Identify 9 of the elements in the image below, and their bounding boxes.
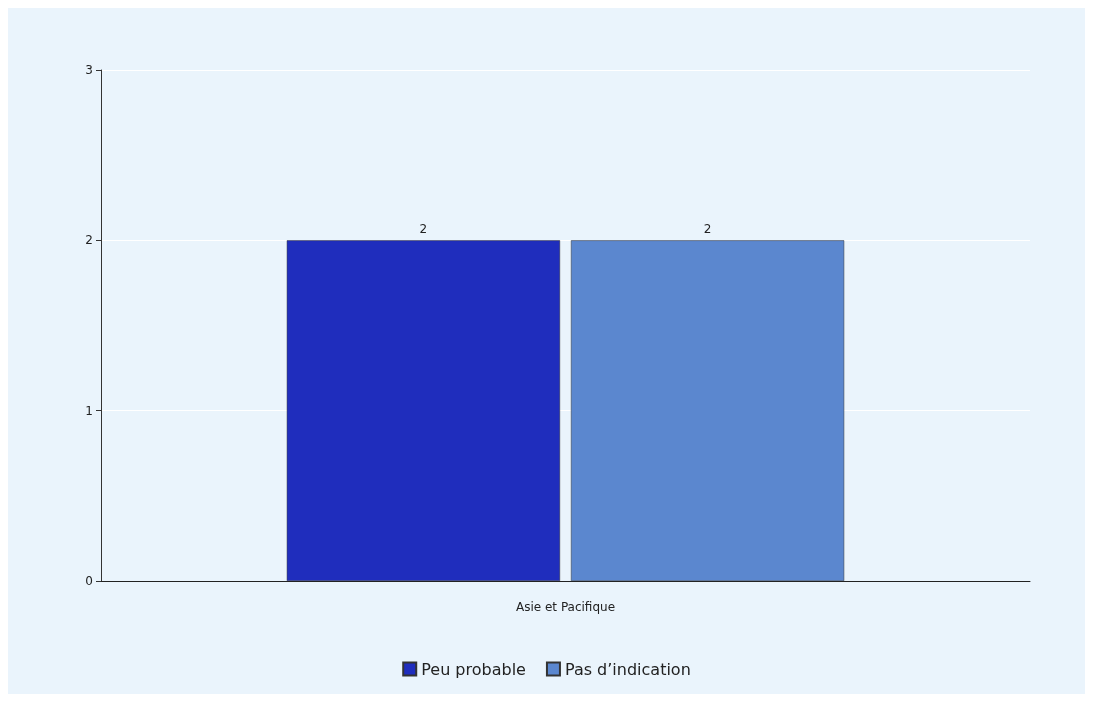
data-label: 2 (703, 222, 712, 237)
legend-label: Peu probable (421, 659, 526, 679)
y-tick-label: 1 (85, 403, 93, 418)
y-tick-label: 3 (85, 63, 93, 77)
x-tick-label: Asie et Pacifique (515, 600, 616, 614)
legend-label: Pas d’indication (564, 659, 691, 679)
data-label: 2 (419, 222, 428, 237)
y-tick-label: 2 (85, 233, 93, 248)
y-tick-label: 0 (85, 574, 93, 588)
